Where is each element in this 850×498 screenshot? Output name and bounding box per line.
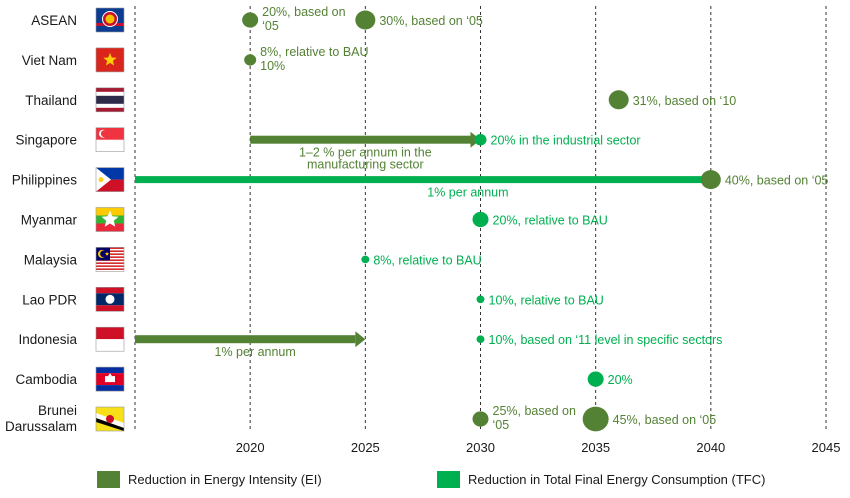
country-label: Brunei Darussalam <box>5 403 77 434</box>
country-row: Indonesia 1% per annum 10%, based on ‘11 l… <box>18 326 723 359</box>
country-row: ASEAN 20%, based on ‘05 30%, based on ‘05 <box>31 5 483 33</box>
target-marker: 31%, based on ‘10 <box>608 90 737 110</box>
legend-item: Reduction in Total Final Energy Consumpt… <box>437 471 765 488</box>
marker-label: 10%, relative to BAU <box>489 293 604 307</box>
vietnam-flag-icon <box>95 47 125 73</box>
target-marker: 20% <box>587 371 633 387</box>
target-marker: 8%, relative to BAU 10% <box>244 45 369 73</box>
target-marker: 20% in the industrial sector <box>474 134 641 148</box>
cambodia-flag-icon <box>95 366 125 392</box>
legend: Reduction in Energy Intensity (EI) Reduct… <box>97 471 765 488</box>
asean-flag-icon <box>95 7 125 33</box>
country-row: Malaysia 8%, relative to BAU <box>24 247 482 272</box>
marker-label: 8%, relative to BAU <box>373 253 481 267</box>
marker-label: 31%, based on ‘10 <box>633 94 737 108</box>
legend-item: Reduction in Energy Intensity (EI) <box>97 471 322 488</box>
marker-label: 8%, relative to BAU 10% <box>260 45 368 73</box>
target-marker: 20%, relative to BAU <box>472 211 608 228</box>
x-tick-label: 2020 <box>236 440 265 455</box>
country-row: Singapore 1–2 % per annum in the manufactu… <box>15 127 641 172</box>
marker-dot <box>608 90 629 110</box>
target-marker: 25%, based on ‘05 <box>472 404 576 432</box>
x-tick-label: 2040 <box>696 440 725 455</box>
country-label: Indonesia <box>18 332 77 347</box>
country-label: Lao PDR <box>22 292 77 307</box>
country-label: Myanmar <box>21 213 78 228</box>
country-rows: ASEAN 20%, based on ‘05 30%, based on ‘05 Vi… <box>5 5 828 434</box>
country-label: Singapore <box>15 133 77 148</box>
marker-dot <box>355 10 376 30</box>
marker-dot <box>244 54 257 66</box>
laos-flag-icon <box>95 286 125 312</box>
legend-label: Reduction in Total Final Energy Consumpt… <box>468 472 765 487</box>
x-tick-label: 2035 <box>581 440 610 455</box>
marker-dot <box>472 211 489 228</box>
legend-swatch <box>437 471 460 488</box>
brunei-flag-icon <box>95 406 125 432</box>
marker-dot <box>587 371 604 387</box>
x-axis-ticks: 2020 2025 2030 2035 2040 2045 <box>236 440 841 455</box>
marker-label: 20% in the industrial sector <box>491 134 641 148</box>
country-label: ASEAN <box>31 13 77 28</box>
range-label: 1% per annum <box>427 186 508 200</box>
thailand-flag-icon <box>95 87 125 113</box>
marker-dot <box>476 335 485 344</box>
country-row: Viet Nam 8%, relative to BAU 10% <box>22 45 369 73</box>
marker-label: 10%, based on ‘11 level in specific sect… <box>489 333 723 347</box>
marker-dot <box>361 255 370 264</box>
myanmar-flag-icon <box>95 207 125 232</box>
country-label: Thailand <box>25 93 77 108</box>
country-label: Philippines <box>12 173 78 188</box>
target-marker: 8%, relative to BAU <box>361 253 482 267</box>
range-bar: 1% per annum <box>135 331 366 359</box>
marker-dot <box>700 170 721 190</box>
marker-label: 30%, based on ‘05 <box>379 14 483 28</box>
target-marker: 20%, based on ‘05 <box>242 5 346 33</box>
country-label: Malaysia <box>24 252 78 267</box>
country-label: Viet Nam <box>22 53 77 68</box>
x-tick-label: 2045 <box>812 440 841 455</box>
range-bar: 1% per annum <box>135 176 711 200</box>
target-marker: 10%, relative to BAU <box>476 293 604 307</box>
range-label: 1% per annum <box>215 345 296 359</box>
indonesia-flag-icon <box>95 326 125 352</box>
country-row: Cambodia 20% <box>15 366 633 392</box>
marker-dot <box>582 406 609 432</box>
legend-swatch <box>97 471 120 488</box>
philippines-flag-icon <box>95 167 125 192</box>
marker-label: 20% <box>608 373 633 387</box>
singapore-flag-icon <box>95 127 125 152</box>
marker-dot <box>242 12 259 28</box>
country-row: Brunei Darussalam 25%, based on ‘05 45%, bas… <box>5 403 716 434</box>
country-row: Thailand 31%, based on ‘10 <box>25 87 737 113</box>
target-marker: 30%, based on ‘05 <box>355 10 483 30</box>
marker-dot <box>476 295 485 304</box>
marker-dot <box>472 411 489 427</box>
country-row: Philippines 1% per annum 40%, based on ‘05 <box>12 167 829 200</box>
marker-dot <box>474 134 487 146</box>
target-marker: 10%, based on ‘11 level in specific sect… <box>476 333 723 347</box>
country-label: Cambodia <box>15 372 77 387</box>
x-tick-label: 2025 <box>351 440 380 455</box>
marker-label: 25%, based on ‘05 <box>493 404 576 432</box>
marker-label: 45%, based on ‘05 <box>613 413 717 427</box>
country-row: Myanmar 20%, relative to BAU <box>21 207 608 232</box>
malaysia-flag-icon <box>95 247 125 272</box>
range-bar: 1–2 % per annum in the manufacturing sect… <box>250 131 481 172</box>
marker-label: 40%, based on ‘05 <box>725 174 829 188</box>
marker-label: 20%, based on ‘05 <box>262 5 345 33</box>
target-marker: 45%, based on ‘05 <box>582 406 717 432</box>
country-row: Lao PDR 10%, relative to BAU <box>22 286 604 312</box>
range-label: 1–2 % per annum in the manufacturing sect… <box>299 146 432 172</box>
target-marker: 40%, based on ‘05 <box>700 170 829 190</box>
x-tick-label: 2030 <box>466 440 495 455</box>
legend-label: Reduction in Energy Intensity (EI) <box>128 472 322 487</box>
marker-label: 20%, relative to BAU <box>493 214 608 228</box>
